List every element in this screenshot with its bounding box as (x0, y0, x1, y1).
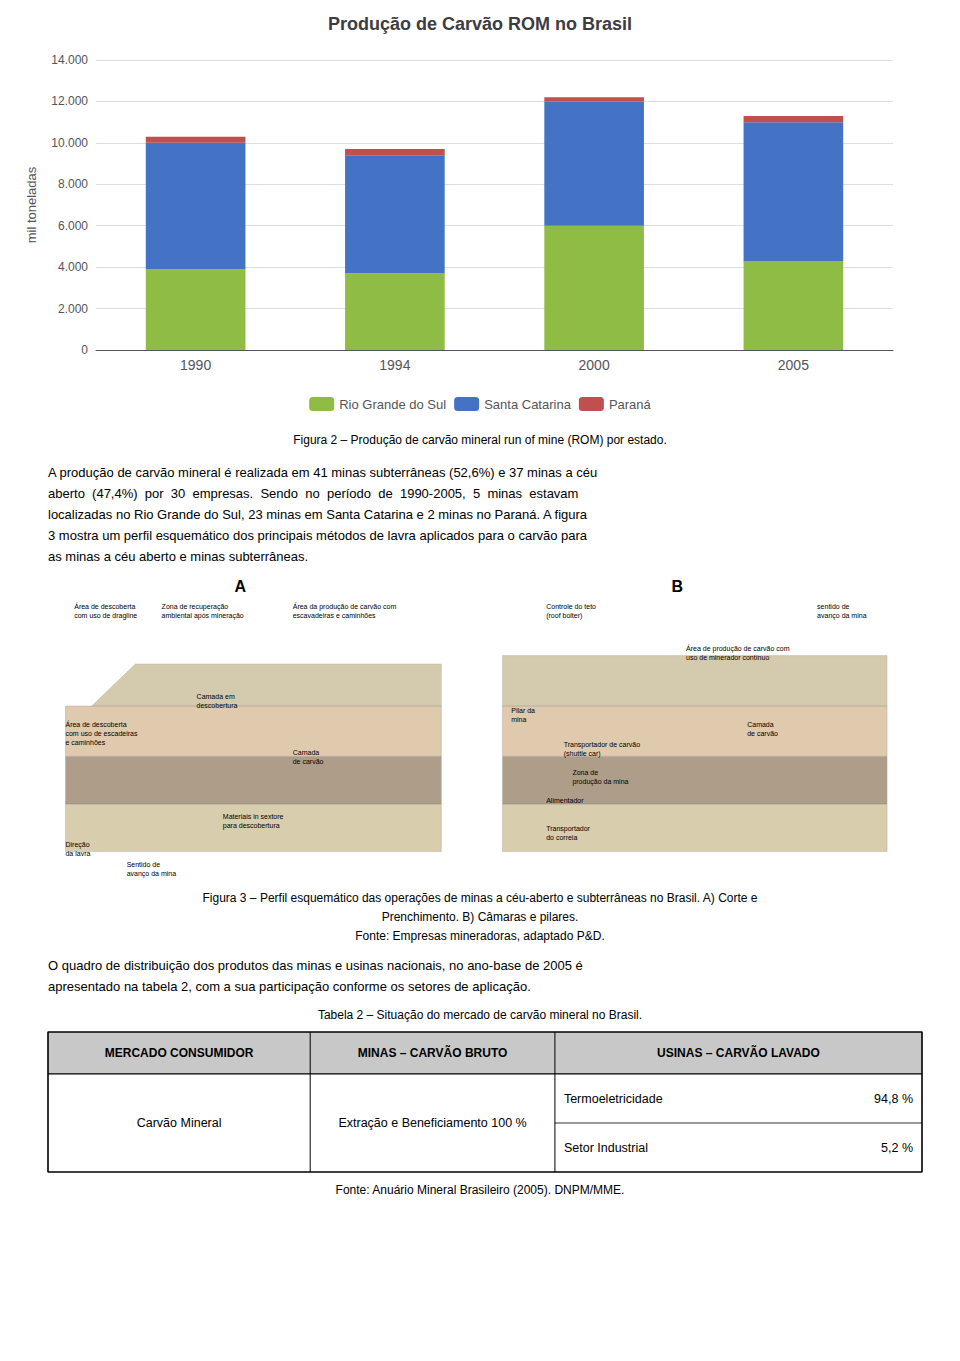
svg-text:2000: 2000 (579, 357, 610, 373)
svg-text:Área da produção de carvão com: Área da produção de carvão com (293, 602, 397, 611)
svg-text:0: 0 (81, 343, 88, 357)
svg-text:B: B (671, 578, 683, 595)
svg-text:escavadeiras e caminhões: escavadeiras e caminhões (293, 612, 376, 619)
svg-text:Área de produção de carvão com: Área de produção de carvão com (686, 644, 790, 653)
svg-text:Camada: Camada (293, 749, 320, 756)
svg-text:1990: 1990 (180, 357, 211, 373)
svg-text:14.000: 14.000 (51, 53, 88, 67)
svg-text:localizadas no Rio Grande do S: localizadas no Rio Grande do Sul, 23 min… (48, 507, 588, 522)
svg-text:do correia: do correia (546, 834, 577, 841)
svg-text:Paraná: Paraná (609, 397, 652, 412)
svg-text:Setor Industrial: Setor Industrial (564, 1141, 648, 1155)
svg-text:Zona de recuperação: Zona de recuperação (162, 603, 229, 611)
svg-text:mil toneladas: mil toneladas (24, 166, 39, 243)
svg-text:da lavra: da lavra (65, 850, 90, 857)
svg-text:aberto (47,4%) por 30 empr: aberto (47,4%) por 30 empresas. Sendo no… (48, 486, 578, 501)
svg-text:ambiental após mineração: ambiental após mineração (162, 612, 244, 620)
svg-text:1994: 1994 (379, 357, 410, 373)
svg-text:com uso de escadeiras: com uso de escadeiras (65, 730, 137, 737)
svg-text:Produção de Carvão ROM no Bras: Produção de Carvão ROM no Brasil (328, 14, 632, 34)
svg-text:apresentado na tabela 2, com a: apresentado na tabela 2, com a sua parti… (48, 979, 531, 994)
svg-text:mina: mina (511, 716, 526, 723)
svg-text:(shuttle car): (shuttle car) (564, 750, 601, 758)
svg-text:Sentido de: Sentido de (127, 861, 161, 868)
svg-text:2.000: 2.000 (58, 302, 88, 316)
svg-text:94,8 %: 94,8 % (874, 1092, 913, 1106)
svg-text:8.000: 8.000 (58, 177, 88, 191)
svg-text:Fonte: Empresas mineradoras, a: Fonte: Empresas mineradoras, adaptado P&… (355, 929, 604, 943)
svg-text:Santa Catarina: Santa Catarina (484, 397, 571, 412)
svg-text:Área de descoberta: Área de descoberta (74, 602, 135, 610)
svg-text:para descobertura: para descobertura (223, 822, 280, 830)
svg-text:3 mostra um perfil esquemático: 3 mostra um perfil esquemático dos princ… (48, 528, 588, 543)
svg-text:Figura 2 – Produção de carvão: Figura 2 – Produção de carvão mineral ru… (293, 433, 667, 447)
svg-text:A produção de carvão mineral é: A produção de carvão mineral é realizada… (48, 465, 597, 480)
svg-text:2005: 2005 (778, 357, 809, 373)
svg-text:4.000: 4.000 (58, 260, 88, 274)
svg-text:produção da mina: produção da mina (572, 778, 628, 786)
svg-text:uso de minerador contínuo: uso de minerador contínuo (686, 654, 769, 661)
svg-text:Transportador: Transportador (546, 825, 590, 833)
svg-text:(roof bolter): (roof bolter) (546, 612, 582, 620)
svg-text:de carvão: de carvão (293, 758, 324, 765)
svg-text:avanço da mina: avanço da mina (127, 870, 177, 878)
svg-text:descobertura: descobertura (197, 702, 238, 709)
svg-text:e caminhões: e caminhões (65, 739, 105, 746)
svg-text:6.000: 6.000 (58, 219, 88, 233)
svg-text:Direção: Direção (65, 841, 89, 849)
svg-text:sentido de: sentido de (817, 603, 849, 610)
svg-text:avanço da mina: avanço da mina (817, 612, 867, 620)
svg-text:5,2 %: 5,2 % (881, 1141, 913, 1155)
svg-text:Alimentador: Alimentador (546, 797, 584, 804)
svg-text:MINAS – CARVÃO BRUTO: MINAS – CARVÃO BRUTO (358, 1045, 508, 1060)
svg-text:de carvão: de carvão (747, 730, 778, 737)
svg-text:Zona de: Zona de (572, 769, 598, 776)
svg-text:Figura 3 – Perfil esquemático: Figura 3 – Perfil esquemático das operaç… (203, 891, 758, 905)
svg-text:Camada em: Camada em (197, 693, 235, 700)
svg-text:Área de descoberta: Área de descoberta (65, 720, 126, 728)
svg-text:Transportador de carvão: Transportador de carvão (564, 741, 640, 749)
svg-text:Prenchimento. B) Câmaras e pil: Prenchimento. B) Câmaras e pilares. (382, 910, 579, 924)
svg-text:12.000: 12.000 (51, 94, 88, 108)
svg-text:Carvão Mineral: Carvão Mineral (137, 1116, 222, 1130)
svg-text:MERCADO CONSUMIDOR: MERCADO CONSUMIDOR (105, 1046, 254, 1060)
svg-text:Termoeletricidade: Termoeletricidade (564, 1092, 663, 1106)
svg-text:Camada: Camada (747, 721, 774, 728)
svg-text:as minas a céu aberto e minas: as minas a céu aberto e minas subterrâne… (48, 549, 308, 564)
svg-text:com uso de dragline: com uso de dragline (74, 612, 137, 620)
svg-text:Materiais in sextore: Materiais in sextore (223, 813, 284, 820)
svg-text:Fonte: Anuário Mineral Brasile: Fonte: Anuário Mineral Brasileiro (2005)… (336, 1183, 625, 1197)
svg-text:Rio Grande do Sul: Rio Grande do Sul (339, 397, 446, 412)
svg-text:Tabela 2 – Situação do mercado: Tabela 2 – Situação do mercado de carvão… (318, 1008, 642, 1022)
svg-text:Pilar da: Pilar da (511, 707, 535, 714)
svg-text:O quadro de distribuição dos p: O quadro de distribuição dos produtos da… (48, 958, 583, 973)
svg-text:USINAS – CARVÃO LAVADO: USINAS – CARVÃO LAVADO (657, 1045, 820, 1060)
svg-text:Controle do teto: Controle do teto (546, 603, 596, 610)
svg-text:A: A (234, 578, 246, 595)
svg-text:Extração e Beneficiamento 100: Extração e Beneficiamento 100 % (338, 1116, 526, 1130)
svg-text:10.000: 10.000 (51, 136, 88, 150)
